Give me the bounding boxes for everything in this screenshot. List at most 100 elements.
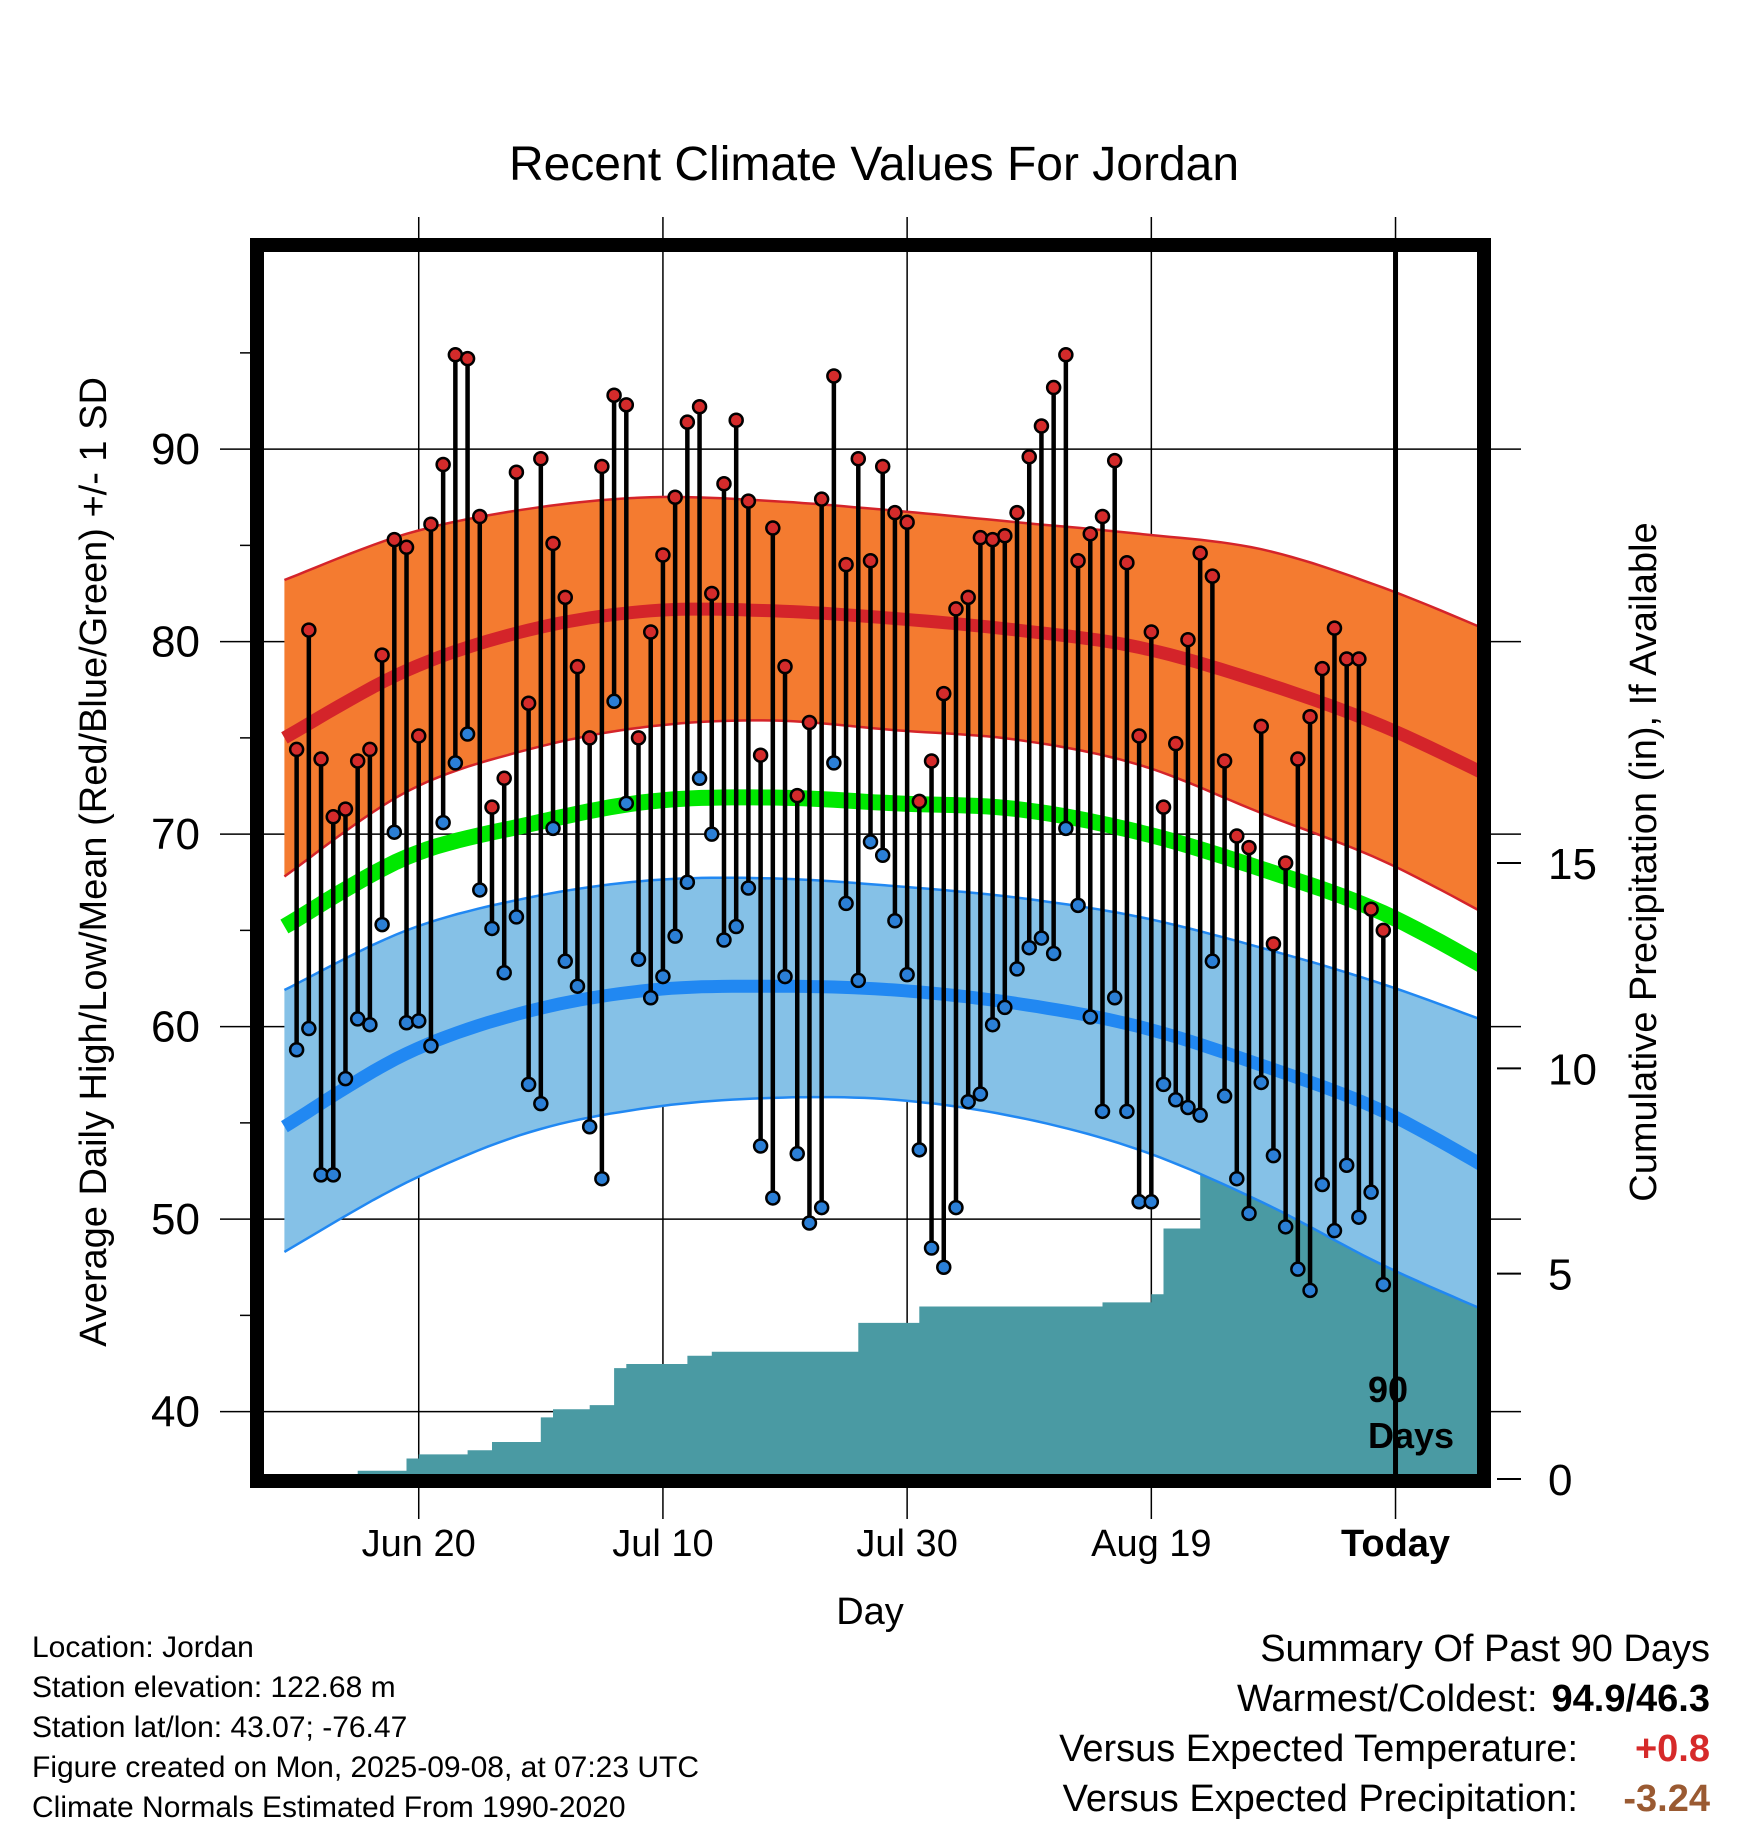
y-tick-label: 60 [151, 1003, 200, 1052]
location-text: Location: Jordan [32, 1631, 254, 1664]
daily-low-point [398, 1015, 415, 1031]
daily-low-point [581, 1118, 598, 1135]
daily-high-point [349, 753, 366, 769]
daily-high-point [374, 647, 390, 663]
daily-high-point [801, 714, 818, 731]
daily-high-point [960, 589, 976, 606]
daily-low-point [1302, 1282, 1318, 1299]
daily-low-point [972, 1086, 989, 1102]
daily-high-point [716, 476, 732, 492]
daily-high-point [1363, 901, 1379, 917]
daily-low-point [508, 909, 525, 925]
daily-low-point [997, 999, 1013, 1016]
daily-high-point [484, 799, 500, 815]
daily-low-point [948, 1199, 964, 1216]
daily-high-point [1375, 922, 1392, 939]
daily-low-point [337, 1070, 354, 1087]
daily-low-point [447, 755, 464, 771]
daily-high-point [410, 728, 427, 744]
daily-low-point [484, 920, 500, 937]
daily-high-point [1009, 504, 1025, 521]
daily-high-point [313, 751, 329, 767]
daily-high-point [362, 741, 378, 758]
daily-high-point [1277, 855, 1294, 871]
y2-tick-label: 5 [1548, 1251, 1572, 1300]
daily-high-point [1131, 728, 1147, 744]
daily-low-point [1058, 820, 1074, 837]
y-tick-label: 40 [151, 1388, 200, 1437]
daily-low-point [984, 1016, 1001, 1033]
daily-high-point [1021, 449, 1037, 465]
daily-high-point [606, 387, 622, 403]
daily-high-point [972, 529, 989, 546]
daily-high-point [813, 491, 830, 507]
daily-low-point [569, 978, 586, 994]
daily-high-point [594, 458, 610, 475]
daily-high-point [1033, 418, 1050, 434]
daily-high-point [728, 412, 744, 428]
x-tick-label: Aug 19 [1091, 1523, 1211, 1565]
daily-high-point [1180, 631, 1196, 648]
daily-low-point [801, 1215, 818, 1231]
daily-high-point [569, 658, 586, 675]
daily-high-point [618, 397, 635, 413]
temperature-departure-value: +0.8 [1634, 1728, 1710, 1770]
daily-low-point [923, 1240, 940, 1256]
daily-low-point [1106, 990, 1123, 1006]
x-axis-label: Day [836, 1591, 904, 1633]
daily-low-point [1351, 1209, 1367, 1225]
daily-low-point [1045, 945, 1062, 962]
daily-low-point [789, 1145, 805, 1162]
daily-low-point [1229, 1170, 1245, 1187]
daily-high-point [1082, 526, 1099, 542]
daily-high-point [923, 753, 940, 769]
latlon-text: Station lat/lon: 43.07; -76.47 [32, 1711, 408, 1744]
daily-high-point [765, 520, 781, 536]
daily-high-point [704, 585, 720, 602]
daily-low-point [813, 1199, 830, 1216]
x-tick-label: Jul 30 [856, 1523, 957, 1565]
daily-high-point [1106, 452, 1123, 469]
daily-low-point [545, 820, 561, 837]
daily-low-point [472, 882, 488, 898]
daily-high-point [1265, 936, 1282, 952]
daily-high-point [936, 685, 952, 702]
precipitation-departure-row: Versus Expected Precipitation: -3.24 [1059, 1774, 1710, 1824]
daily-high-point [1119, 554, 1135, 571]
daily-low-point [887, 913, 903, 929]
precipitation-departure-label: Versus Expected Precipitation: [1062, 1778, 1578, 1820]
normal-low-band-lower-edge [283, 1095, 1481, 1311]
daily-low-point [423, 1038, 439, 1054]
daily-low-point [1363, 1184, 1379, 1200]
daily-low-point [594, 1170, 610, 1187]
today-label-line1: 90 [1368, 1369, 1408, 1410]
daily-low-point [728, 918, 744, 935]
daily-high-point [1290, 751, 1306, 767]
daily-low-point [435, 814, 451, 831]
daily-high-point [655, 547, 671, 563]
daily-high-point [667, 489, 683, 505]
daily-high-point [948, 601, 964, 617]
daily-low-point [874, 847, 891, 864]
daily-low-point [1265, 1147, 1282, 1164]
plot-frame [250, 238, 1491, 1488]
daily-high-point [1070, 553, 1086, 569]
daily-low-point [349, 1011, 366, 1027]
temperature-departure-label: Versus Expected Temperature: [1059, 1728, 1578, 1770]
daily-high-point [533, 451, 549, 467]
daily-high-point [691, 399, 708, 415]
daily-low-point [1326, 1222, 1343, 1239]
created-text: Figure created on Mon, 2025-09-08, at 07… [32, 1751, 700, 1784]
daily-high-point [496, 770, 512, 787]
daily-low-point [1204, 953, 1221, 969]
daily-low-point [1241, 1205, 1257, 1222]
daily-low-point [1314, 1176, 1331, 1193]
daily-low-point [1143, 1194, 1160, 1210]
today-label-line2: Days [1368, 1415, 1454, 1456]
daily-low-point [1021, 939, 1037, 956]
daily-low-point [777, 968, 793, 985]
y2-tick-label: 10 [1548, 1045, 1597, 1094]
daily-high-point [850, 451, 867, 467]
normal-low-line [281, 979, 1481, 1173]
daily-low-point [1094, 1103, 1111, 1120]
